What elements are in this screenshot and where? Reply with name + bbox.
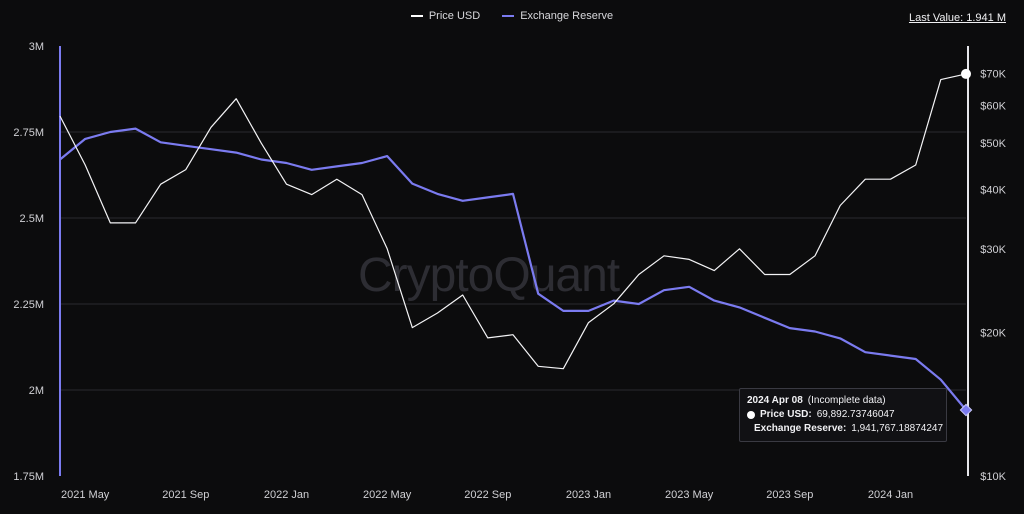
x-tick-label: 2022 Jan <box>264 489 309 501</box>
tooltip-reserve-label: Exchange Reserve: <box>754 423 847 434</box>
price-usd-line <box>59 73 967 370</box>
y-right-tick-label: $10K <box>980 471 1006 483</box>
x-tick-label: 2022 May <box>363 489 412 501</box>
tooltip-price-value: 69,892.73746047 <box>816 409 895 420</box>
y-right-tick-label: $60K <box>980 100 1006 112</box>
x-tick-label: 2023 May <box>665 489 714 501</box>
y-left-tick-label: 2.25M <box>13 299 44 311</box>
x-tick-label: 2021 Sep <box>162 489 209 501</box>
x-tick-label: 2023 Sep <box>766 489 813 501</box>
tooltip-price-marker-icon <box>747 411 755 419</box>
legend-reserve[interactable]: Exchange Reserve <box>502 10 613 22</box>
y-right-tick-label: $30K <box>980 244 1006 256</box>
y-right-tick-label: $40K <box>980 184 1006 196</box>
y-left-tick-label: 2.75M <box>13 127 44 139</box>
x-tick-label: 2024 Jan <box>868 489 913 501</box>
y-left-tick-label: 3M <box>29 41 44 53</box>
tooltip-reserve-marker-icon <box>745 426 751 432</box>
legend-price-swatch <box>410 15 423 17</box>
y-left-tick-label: 2.5M <box>20 213 44 225</box>
last-value-indicator[interactable]: Last Value: 1.941 M <box>908 12 1006 24</box>
legend-price-label: Price USD <box>428 10 481 22</box>
legend-reserve-label: Exchange Reserve <box>520 10 614 22</box>
price-last-point <box>961 68 971 79</box>
y-left-tick-label: 1.75M <box>13 471 44 483</box>
y-right-tick-label: $50K <box>980 138 1006 150</box>
x-tick-label: 2023 Jan <box>566 489 611 501</box>
tooltip-price-label: Price USD: <box>760 409 812 420</box>
reserve-last-point <box>959 403 973 417</box>
chart-tooltip: 2024 Apr 08 (Incomplete data) Price USD:… <box>739 388 947 442</box>
legend-reserve-swatch <box>502 15 515 17</box>
legend: Price USD Exchange Reserve <box>0 10 1024 22</box>
tooltip-date: 2024 Apr 08 <box>747 395 803 406</box>
y-left-tick-label: 2M <box>29 385 44 397</box>
y-right-tick-label: $20K <box>980 328 1006 340</box>
tooltip-note: (Incomplete data) <box>807 395 886 406</box>
tooltip-reserve-value: 1,941,767.18874247 <box>851 423 944 434</box>
legend-price[interactable]: Price USD <box>410 10 481 22</box>
y-right-tick-label: $70K <box>980 69 1006 81</box>
x-tick-label: 2022 Sep <box>464 489 511 501</box>
exchange-reserve-line <box>59 127 967 411</box>
x-tick-label: 2021 May <box>61 489 110 501</box>
